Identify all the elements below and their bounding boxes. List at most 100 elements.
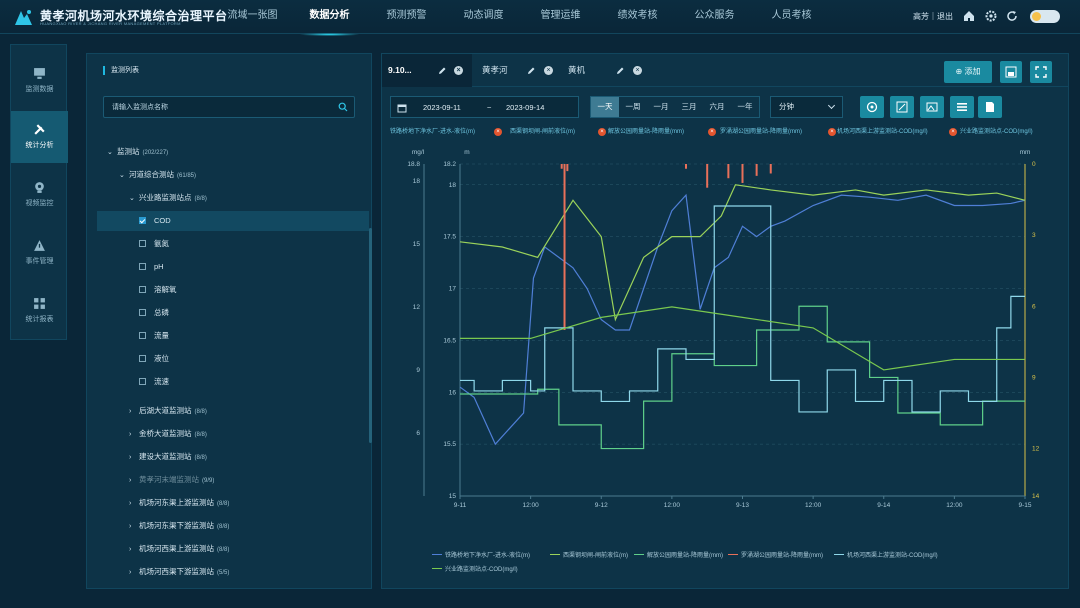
add-button[interactable]: ⊕ 添加 — [944, 61, 992, 83]
range-option-4[interactable]: 六月 — [709, 102, 725, 111]
crop-button[interactable] — [890, 96, 914, 118]
calendar-icon — [397, 104, 407, 113]
tab-group-1[interactable]: 9.10... × — [382, 54, 472, 87]
close-icon[interactable]: × — [633, 66, 642, 75]
tree-node-station-7[interactable]: › 机场河西渠下游监测站 (5/5) — [129, 562, 229, 582]
series-line-0 — [459, 193, 1026, 446]
tree-node-station[interactable]: ⌄ 兴业路监测站点 (8/8) — [129, 188, 207, 208]
checkbox[interactable] — [139, 263, 146, 270]
tab-group-3[interactable]: 黄机 × — [558, 54, 648, 87]
close-icon[interactable]: × — [828, 128, 836, 136]
checkbox[interactable] — [139, 378, 146, 385]
close-icon[interactable]: × — [708, 128, 716, 136]
legend-top-item[interactable]: 兴业路监测站点-COD(mg/l) — [960, 129, 1033, 135]
tree-node-group[interactable]: ⌄ 河道综合测站 (61/85) — [119, 165, 196, 185]
nav-item-5[interactable]: 绩效考核 — [617, 10, 658, 21]
legend-bottom-item[interactable]: 西渠钢坝闸-闸前液位(m) — [550, 550, 628, 559]
top-bar: 黄孝河机场河水环境综合治理平台 HUANGXIAO RIVER & JICHAN… — [0, 0, 1080, 36]
target-button[interactable] — [860, 96, 884, 118]
checkbox[interactable] — [139, 309, 146, 316]
interval-select[interactable]: 分钟 — [770, 96, 843, 118]
rain-bar — [566, 164, 569, 172]
range-option-5[interactable]: 一年 — [737, 102, 753, 111]
home-icon[interactable] — [963, 10, 975, 22]
tree-scrollbar[interactable] — [369, 228, 372, 443]
tree-param-4[interactable]: 总磷 — [139, 303, 169, 323]
checkbox[interactable] — [139, 355, 146, 362]
date-range-picker[interactable]: 2023-09-11 ~ 2023-09-14 — [390, 96, 579, 118]
tree-param-7[interactable]: 流速 — [139, 372, 169, 392]
close-icon[interactable]: × — [494, 128, 502, 136]
side-nav-monitor-data[interactable]: 监测数据 — [11, 55, 68, 107]
export-button[interactable] — [978, 96, 1002, 118]
tree-param-0[interactable]: COD — [97, 211, 369, 231]
theme-toggle[interactable] — [1030, 10, 1060, 23]
nav-item-0[interactable]: 流域一张图 — [227, 10, 278, 21]
checkbox[interactable] — [139, 217, 146, 224]
side-nav-events[interactable]: 事件管理 — [11, 227, 68, 279]
nav-item-1[interactable]: 数据分析 — [291, 0, 368, 36]
tree-node-station-4[interactable]: › 机场河东渠上游监测站 (8/8) — [129, 493, 229, 513]
tree-node-station-5[interactable]: › 机场河东渠下游监测站 (8/8) — [129, 516, 229, 536]
tree-count: (9/9) — [202, 478, 215, 484]
checkbox[interactable] — [139, 332, 146, 339]
checkbox[interactable] — [139, 286, 146, 293]
range-option-2[interactable]: 一月 — [653, 102, 669, 111]
gear-icon[interactable] — [985, 10, 997, 22]
checkbox[interactable] — [139, 240, 146, 247]
side-nav-reports[interactable]: 统计报表 — [11, 285, 68, 337]
nav-item-2[interactable]: 预测预警 — [386, 10, 427, 21]
tree-node-station-2[interactable]: › 建设大道监测站 (8/8) — [129, 447, 207, 467]
tree-node-station-3[interactable]: › 黄孝河末端监测站 (9/9) — [129, 470, 214, 490]
legend-top-item[interactable]: 解放公园雨量站-降雨量(mm) — [608, 129, 684, 135]
tree-param-2[interactable]: pH — [139, 257, 164, 277]
tree-node-station-0[interactable]: › 后湖大道监测站 (8/8) — [129, 401, 207, 421]
list-button[interactable] — [950, 96, 974, 118]
tree-node-station-1[interactable]: › 金桥大道监测站 (8/8) — [129, 424, 207, 444]
tree-node-station-6[interactable]: › 机场河西渠上游监测站 (8/8) — [129, 539, 229, 559]
edit-icon[interactable] — [527, 66, 536, 75]
tab-group-2[interactable]: 黄孝河 × — [472, 54, 558, 87]
side-nav-video[interactable]: 视频监控 — [11, 169, 68, 221]
series-line-1 — [459, 184, 1026, 322]
refresh-icon[interactable] — [1006, 10, 1018, 22]
nav-item-7[interactable]: 人员考核 — [771, 10, 812, 21]
tree-param-6[interactable]: 液位 — [139, 349, 169, 369]
nav-item-4[interactable]: 管理运维 — [540, 10, 581, 21]
nav-item-6[interactable]: 公众服务 — [694, 10, 735, 21]
user-logout[interactable]: 高芳｜退出 — [913, 12, 953, 21]
legend-bottom-item[interactable]: 罗涌湖公园雨量站-降雨量(mm) — [728, 550, 823, 559]
legend-top-item[interactable]: 罗涌湖公园雨量站-降雨量(mm) — [720, 129, 802, 135]
range-option-1[interactable]: 一周 — [625, 102, 641, 111]
close-icon[interactable]: × — [544, 66, 553, 75]
nav-item-3[interactable]: 动态调度 — [463, 10, 504, 21]
side-nav: 监测数据 统计分析 视频监控 事件管理 统计报表 — [10, 44, 68, 340]
close-icon[interactable]: × — [454, 66, 463, 75]
range-option-3[interactable]: 三月 — [681, 102, 697, 111]
series-line-4 — [460, 205, 1025, 413]
legend-top-item[interactable]: 铁路桥地下净水厂-进水-液位(m) — [390, 129, 475, 135]
chevron-right-icon: › — [129, 546, 132, 553]
fullscreen-button[interactable] — [1030, 61, 1052, 83]
close-icon[interactable]: × — [949, 128, 957, 136]
tree-node-root[interactable]: ⌄ 监测站 (202/227) — [107, 142, 168, 162]
tree-param-5[interactable]: 流量 — [139, 326, 169, 346]
legend-bottom-item[interactable]: 机场河西渠上游监测站-COD(mg/l) — [834, 550, 938, 559]
search-input[interactable] — [112, 101, 332, 113]
tree-param-1[interactable]: 氨氮 — [139, 234, 169, 254]
range-option-0[interactable]: 一天 — [591, 97, 619, 117]
legend-top-item[interactable]: 西渠钢坝闸-闸前液位(m) — [510, 129, 575, 135]
legend-bottom-item[interactable]: 兴业路监测站点-COD(mg/l) — [432, 564, 518, 573]
tree-param-3[interactable]: 溶解氧 — [139, 280, 177, 300]
legend-top-item[interactable]: 机场河西渠上游监测站-COD(mg/l) — [837, 129, 928, 135]
close-icon[interactable]: × — [598, 128, 606, 136]
image-button[interactable] — [920, 96, 944, 118]
search-box — [103, 96, 355, 118]
legend-bottom-item[interactable]: 铁路桥地下净水厂-进水-液位(m) — [432, 550, 530, 559]
legend-bottom-item[interactable]: 解放公园雨量站-降雨量(mm) — [634, 550, 723, 559]
edit-icon[interactable] — [616, 66, 625, 75]
edit-icon[interactable] — [438, 66, 447, 75]
save-button[interactable] — [1000, 61, 1022, 83]
search-icon[interactable] — [338, 102, 348, 112]
side-nav-statistics[interactable]: 统计分析 — [11, 111, 68, 163]
